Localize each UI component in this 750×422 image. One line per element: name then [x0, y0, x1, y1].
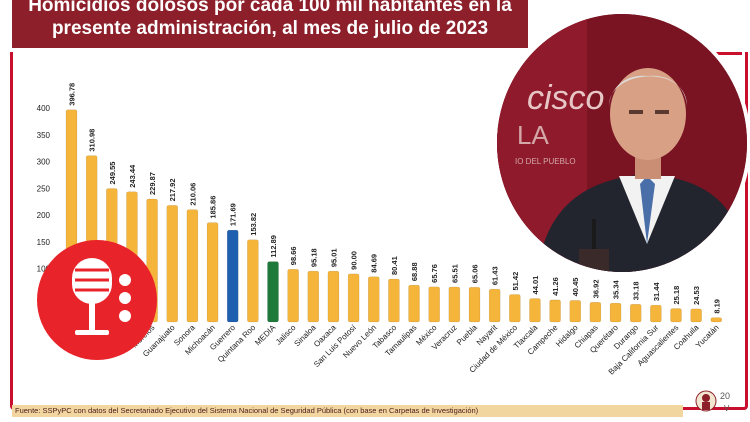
bar — [609, 302, 622, 323]
bar — [307, 270, 320, 323]
bar — [670, 308, 682, 323]
speaker-photo: 3 cisco LA IO DEL PUEBLO — [497, 14, 747, 272]
bar-value-label: 41.26 — [551, 277, 560, 296]
bar-value-label: 249.55 — [108, 162, 117, 185]
bar-value-label: 25.18 — [672, 286, 681, 305]
y-tick-label: 100 — [37, 265, 51, 274]
bar — [408, 284, 420, 323]
bar — [529, 298, 541, 323]
microphone-icon — [72, 258, 131, 335]
bar — [186, 209, 199, 323]
bar — [368, 276, 380, 323]
bar — [690, 308, 702, 323]
category-label: Puebla — [455, 323, 479, 347]
bar — [448, 286, 461, 323]
backdrop-text-4: IO DEL PUEBLO — [515, 157, 576, 166]
backdrop-text-2: cisco — [527, 79, 604, 117]
bar-value-label: 8.19 — [712, 299, 721, 314]
bar — [166, 205, 178, 323]
title-banner: Homicidios dolosos por cada 100 mil habi… — [12, 0, 528, 48]
bar-value-label: 68.88 — [410, 262, 419, 281]
bar-value-label: 217.92 — [168, 178, 177, 201]
bar — [650, 304, 662, 323]
logo-year: 20 — [720, 391, 730, 401]
bar-value-label: 185.86 — [209, 196, 218, 219]
title-line-1: Homicidios dolosos por cada 100 mil habi… — [28, 0, 512, 16]
bar-value-label: 229.87 — [148, 172, 157, 195]
source-note: Fuente: SSPyPC con datos del Secretariad… — [12, 405, 683, 417]
bar-value-label: 80.41 — [390, 256, 399, 275]
backdrop-text-3: LA — [517, 120, 549, 150]
category-label: MEDIA — [253, 323, 278, 348]
bar-value-label: 24.53 — [692, 286, 701, 305]
logo-extra: V — [724, 404, 730, 413]
y-tick-label: 250 — [37, 184, 51, 193]
title-line-2: presente administración, al mes de julio… — [51, 18, 489, 39]
bar — [569, 300, 581, 323]
bar-value-label: 98.66 — [289, 246, 298, 265]
bar-value-label: 171.69 — [229, 203, 238, 226]
footer-logo-icon: 20 V — [695, 390, 730, 413]
bar-value-label: 65.06 — [471, 264, 480, 283]
bar — [468, 286, 481, 323]
bar-value-label: 65.76 — [430, 264, 439, 283]
y-tick-label: 200 — [37, 211, 51, 220]
bar-value-label: 210.06 — [188, 183, 197, 206]
bar — [589, 301, 602, 323]
bar — [327, 270, 340, 323]
bar-value-label: 310.98 — [88, 129, 97, 152]
bar — [347, 273, 360, 323]
y-tick-label: 150 — [37, 238, 51, 247]
bar — [428, 286, 440, 323]
bar-value-label: 112.89 — [269, 235, 278, 258]
bar-value-label: 243.44 — [128, 164, 137, 188]
bar — [267, 261, 279, 323]
bar-value-label: 33.18 — [632, 281, 641, 300]
bar-value-label: 84.69 — [370, 254, 379, 273]
bar-value-label: 65.51 — [450, 264, 459, 283]
bar-value-label: 95.18 — [309, 248, 318, 267]
bar-value-label: 61.43 — [491, 266, 500, 285]
bars — [65, 109, 723, 323]
footer-logo: 20 V — [694, 385, 746, 417]
value-labels: 396.78 310.98 249.55 243.44 229.87 217.92 210.… — [68, 83, 722, 314]
bar-value-label: 40.45 — [571, 278, 580, 297]
category-labels: ColBaja CalChiZaMorelosGuanajuatoSonoraM… — [61, 323, 721, 377]
bar — [247, 239, 259, 323]
microphone-badge — [37, 240, 157, 360]
bar — [206, 222, 219, 323]
bar-value-label: 153.82 — [249, 213, 258, 236]
bar — [388, 278, 400, 323]
bar — [509, 294, 521, 323]
bar — [287, 268, 299, 323]
bar-value-label: 36.92 — [591, 279, 600, 298]
bar-value-label: 95.01 — [329, 248, 338, 267]
bar-value-label: 396.78 — [68, 83, 77, 106]
y-tick-label: 400 — [37, 104, 51, 113]
bar — [629, 303, 642, 323]
speaker-illustration: 3 cisco LA IO DEL PUEBLO — [497, 14, 747, 272]
y-tick-label: 350 — [37, 131, 51, 140]
bar-value-label: 31.44 — [652, 282, 661, 302]
bar-value-label: 90.00 — [350, 251, 359, 270]
bar-value-label: 35.34 — [612, 279, 621, 299]
bar — [549, 299, 561, 323]
bar — [488, 288, 501, 323]
bar-value-label: 44.01 — [531, 276, 540, 295]
bar — [226, 229, 239, 323]
bar-value-label: 51.42 — [511, 272, 520, 291]
y-tick-label: 300 — [37, 158, 51, 167]
bar — [710, 317, 723, 323]
